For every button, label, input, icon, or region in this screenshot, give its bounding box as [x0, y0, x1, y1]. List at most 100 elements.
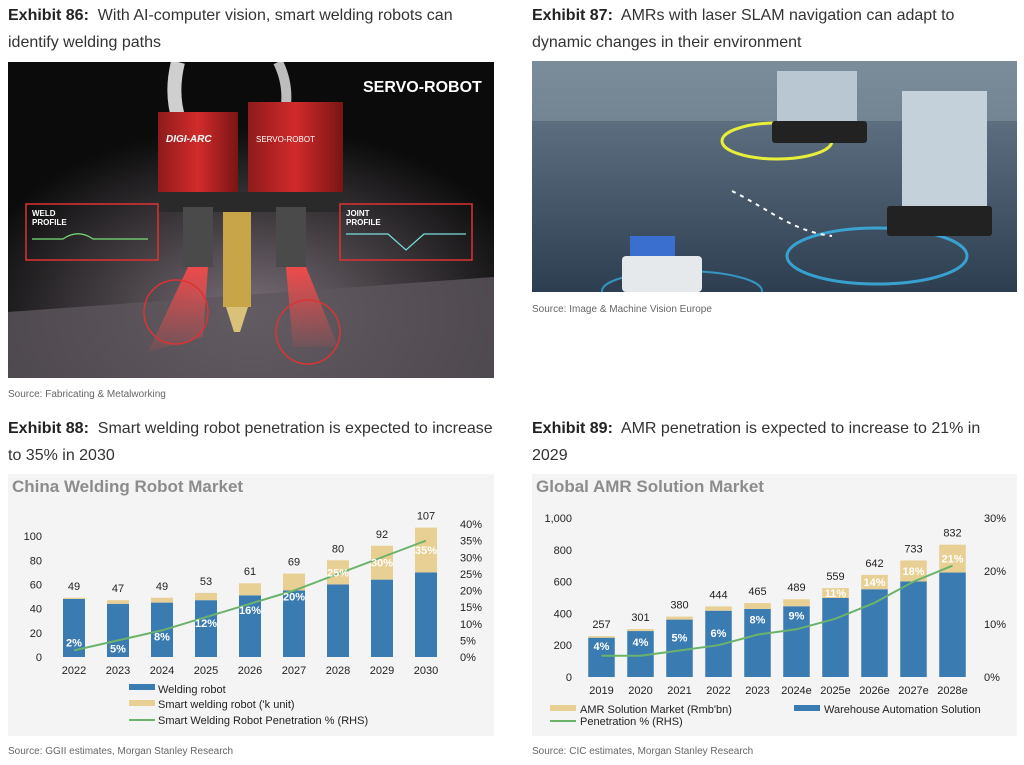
x-tick-label: 2019: [589, 685, 613, 697]
exhibit-86-source: Source: Fabricating & Metalworking: [8, 389, 166, 400]
y-tick-label: 0: [566, 672, 572, 684]
head-brand-label: SERVO-ROBOT: [256, 135, 315, 144]
x-tick-label: 2030: [414, 665, 438, 677]
x-tick-label: 2020: [628, 685, 652, 697]
legend-swatch-welding: [129, 684, 155, 690]
y2-tick-label: 0%: [984, 672, 1000, 684]
pct-label: 5%: [672, 633, 688, 645]
welding-chart: 0 20 40 60 80 100 0% 5% 10% 15% 20% 25% 30% 35% 40% 49 2…: [24, 511, 483, 727]
pct-label: 6%: [711, 628, 727, 640]
servo-robot-logo: SERVO-ROBOT: [363, 79, 482, 96]
welding-chart-panel: China Welding Robot Market 0 20 40 60 80 100 0…: [8, 474, 494, 736]
x-tick-label: 2028e: [937, 685, 968, 697]
pct-label: 12%: [195, 618, 217, 630]
joint-profile-label-2: PROFILE: [346, 218, 381, 227]
exhibit-89-label: Exhibit 89:: [532, 420, 613, 437]
exhibit-87-label: Exhibit 87:: [532, 7, 613, 24]
x-tick-label: 2028: [326, 665, 350, 677]
penetration-line: [601, 564, 953, 657]
legend-swatch-warehouse: [794, 705, 820, 711]
bar-top: [63, 597, 85, 599]
welding-robot-illustration: SERVO-ROBOT DIGI-ARC SERVO-ROBOT WELD PR…: [8, 62, 494, 378]
x-tick-label: 2023: [106, 665, 130, 677]
bar-base: [283, 590, 305, 657]
exhibit-89-title: AMR penetration is expected to increase …: [532, 420, 981, 464]
exhibit-88-caption: Exhibit 88: Smart welding robot penetrat…: [8, 415, 498, 469]
pct-label: 25%: [327, 567, 349, 579]
bar-base: [822, 597, 849, 677]
total-label: 61: [244, 566, 256, 578]
total-label: 92: [376, 529, 388, 541]
x-tick-label: 2026e: [859, 685, 890, 697]
bar-top: [151, 597, 173, 603]
amr-chart-title: Global AMR Solution Market: [536, 477, 764, 496]
bar-base: [939, 572, 966, 677]
legend-swatch-amr: [550, 705, 576, 711]
pct-label: 14%: [863, 577, 885, 589]
exhibit-86-caption: Exhibit 86: With AI-computer vision, sma…: [8, 2, 498, 56]
amr-warehouse-photo: [532, 61, 1017, 292]
pct-label: 30%: [371, 558, 393, 570]
bar-base: [900, 581, 927, 677]
y2-tick-label: 20%: [460, 586, 482, 598]
y2-tick-label: 20%: [984, 566, 1006, 578]
exhibit-87-source: Source: Image & Machine Vision Europe: [532, 304, 712, 315]
total-label: 257: [592, 619, 610, 631]
bar-base: [239, 595, 261, 657]
bar-base: [744, 608, 771, 677]
exhibit-88-source: Source: GGII estimates, Morgan Stanley R…: [8, 746, 234, 757]
total-label: 642: [865, 558, 883, 570]
y-tick-label: 40: [30, 604, 42, 616]
legend-label-penetration: Penetration % (RHS): [580, 716, 683, 728]
bar-base: [588, 637, 615, 677]
pct-label: 16%: [239, 605, 261, 617]
x-tick-label: 2024: [150, 665, 174, 677]
exhibit-89-caption: Exhibit 89: AMR penetration is expected …: [532, 415, 1012, 469]
x-tick-label: 2021: [667, 685, 691, 697]
bar-top: [627, 629, 654, 632]
y-tick-label: 0: [36, 652, 42, 664]
x-tick-label: 2026: [238, 665, 262, 677]
total-label: 69: [288, 557, 300, 569]
y-tick-label: 60: [30, 579, 42, 591]
bar-base: [705, 610, 732, 677]
x-tick-label: 2027: [282, 665, 306, 677]
bar-base: [63, 598, 85, 657]
y2-tick-label: 5%: [460, 635, 476, 647]
y2-tick-label: 35%: [460, 536, 482, 548]
x-tick-label: 2027e: [898, 685, 929, 697]
bar-top: [822, 588, 849, 598]
y2-tick-label: 15%: [460, 602, 482, 614]
amr-chart: 0 200 400 600 800 1,000 0% 10% 20% 30% 257 2019 301 2…: [544, 513, 1006, 728]
total-label: 444: [709, 589, 727, 601]
pct-label: 2%: [66, 637, 82, 649]
exhibit-89-source: Source: CIC estimates, Morgan Stanley Re…: [532, 746, 754, 757]
y2-tick-label: 0%: [460, 652, 476, 664]
total-label: 832: [943, 528, 961, 540]
bar-top: [666, 616, 693, 620]
y-tick-label: 600: [554, 577, 572, 589]
x-tick-label: 2023: [745, 685, 769, 697]
pct-label: 18%: [902, 566, 924, 578]
pct-label: 21%: [941, 554, 963, 566]
y-tick-label: 100: [24, 531, 42, 543]
welding-robot-photo: SERVO-ROBOT DIGI-ARC SERVO-ROBOT WELD PR…: [8, 62, 494, 378]
bar-top: [588, 636, 615, 638]
x-tick-label: 2029: [370, 665, 394, 677]
total-label: 559: [826, 571, 844, 583]
bar-top: [939, 544, 966, 573]
exhibit-88-title: Smart welding robot penetration is expec…: [8, 420, 493, 464]
pct-label: 9%: [789, 610, 805, 622]
total-label: 301: [631, 612, 649, 624]
bar-top: [107, 600, 129, 604]
exhibit-88-label: Exhibit 88:: [8, 420, 89, 437]
pct-label: 35%: [415, 545, 437, 557]
exhibit-87-caption: Exhibit 87: AMRs with laser SLAM navigat…: [532, 2, 1012, 56]
amr-chart-panel: Global AMR Solution Market 0 200 400 600 800…: [532, 474, 1017, 736]
weld-profile-label-1: WELD: [32, 209, 56, 218]
y2-tick-label: 10%: [460, 619, 482, 631]
bar-top: [195, 592, 217, 601]
total-label: 107: [417, 511, 435, 523]
y-tick-label: 20: [30, 628, 42, 640]
pct-label: 8%: [154, 631, 170, 643]
